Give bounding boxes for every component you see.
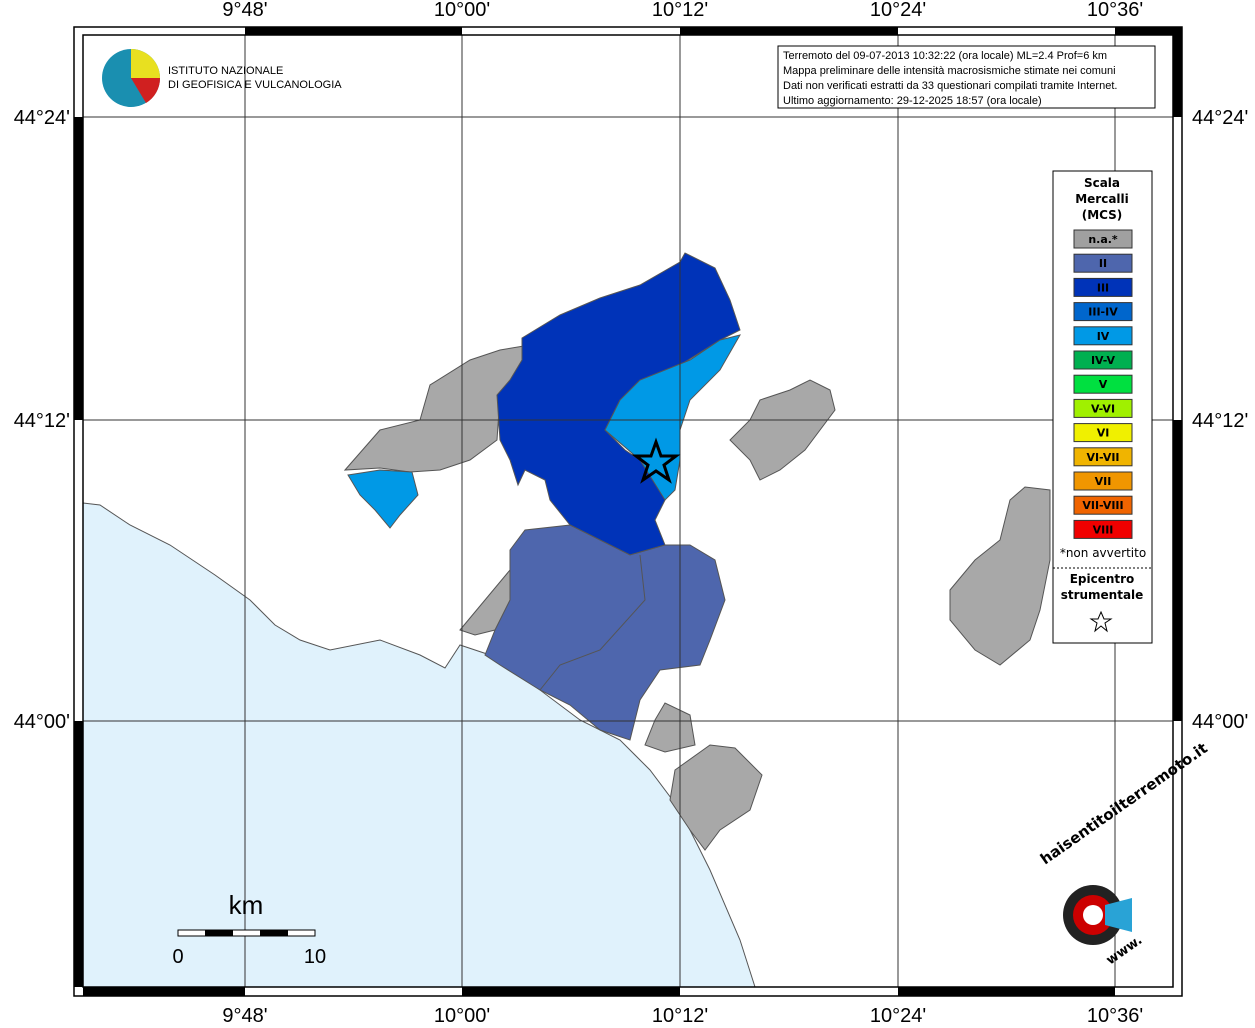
scale-rect [177, 929, 316, 937]
legend-epicenter: Epicentro [1070, 572, 1135, 586]
lon-label: 10°00' [434, 1005, 490, 1024]
frame-segment [245, 27, 462, 35]
legend-swatch [1073, 253, 1133, 273]
region [644, 702, 696, 753]
frame-segment [462, 987, 680, 996]
brand-circle [1083, 905, 1103, 925]
legend-swatch [1073, 423, 1133, 443]
lon-label: 10°36' [1087, 1005, 1143, 1024]
legend-label: IV [1097, 330, 1110, 343]
lat-label: 44°24' [14, 107, 70, 129]
info-line: Dati non verificati estratti da 33 quest… [783, 80, 1117, 92]
legend-label: VI [1097, 427, 1110, 440]
legend-label: III-IV [1088, 306, 1118, 319]
axis-labels: 9°48' 10°00' 10°12' 10°24' 10°36' 9°48' … [14, 0, 1249, 1027]
lon-label: 9°48' [222, 0, 267, 21]
sea [82, 502, 756, 988]
epicenter-star [631, 437, 681, 484]
logo-globe [131, 78, 161, 103]
lon-label: 10°24' [870, 1005, 926, 1024]
scale-label: 10 [304, 946, 326, 968]
region [729, 379, 836, 481]
legend: Scala Mercalli (MCS) *non avvertito Epic… [1052, 170, 1153, 644]
lon-label: 10°12' [652, 0, 708, 21]
frame-segment [680, 27, 898, 35]
legend-swatch [1073, 519, 1133, 539]
region [347, 469, 419, 529]
lon-label: 10°00' [434, 0, 490, 21]
frame-segment [1115, 27, 1182, 35]
lat-label: 44°12' [1192, 410, 1248, 432]
info-line: Mappa preliminare delle intensità macros… [783, 65, 1116, 77]
scale-rect [260, 930, 288, 936]
region [949, 486, 1051, 666]
legend-epicenter: strumentale [1061, 588, 1144, 602]
ingv-logo: ISTITUTO NAZIONALE DI GEOFISICA E VULCAN… [102, 49, 342, 107]
legend-label: V [1099, 378, 1108, 391]
lat-label: 44°24' [1192, 107, 1248, 129]
frame-segment [1173, 35, 1182, 117]
grid [83, 35, 1173, 987]
legend-swatch [1073, 374, 1133, 394]
logo-globe [131, 49, 160, 78]
info-line: Ultimo aggiornamento: 29-12-2025 18:57 (… [783, 95, 1042, 107]
frame-segment [74, 117, 83, 420]
legend-label: V-VI [1091, 402, 1115, 415]
legend-label: III [1097, 281, 1109, 294]
frame-segment [74, 721, 83, 987]
frame-segment [83, 987, 245, 996]
info-line: Terremoto del 09-07-2013 10:32:22 (ora l… [783, 50, 1107, 62]
legend-note: *non avvertito [1060, 546, 1146, 560]
scale-label: 0 [172, 946, 183, 968]
lon-label: 10°24' [870, 0, 926, 21]
institute-name: ISTITUTO NAZIONALE [168, 65, 283, 77]
info-frame [777, 45, 1156, 109]
scale-bar: km 0 10 [172, 890, 326, 968]
legend-swatch [1073, 495, 1133, 515]
legend-swatch [1073, 398, 1133, 418]
frame-segment [898, 987, 1115, 996]
info-box: Terremoto del 09-07-2013 10:32:22 (ora l… [777, 45, 1156, 109]
legend-label: n.a.* [1088, 233, 1118, 246]
legend-swatch [1073, 471, 1133, 491]
legend-label: VII [1095, 475, 1112, 488]
frame [73, 26, 1183, 997]
brand-speaker [1105, 898, 1132, 932]
legend-label: VIII [1093, 523, 1114, 536]
legend-swatch [1073, 326, 1133, 346]
legend-swatch [1073, 302, 1133, 322]
scale-rect [205, 930, 233, 936]
legend-swatch [1073, 350, 1133, 370]
lat-label: 44°00' [14, 711, 70, 733]
legend-swatch [1073, 277, 1133, 297]
region [484, 524, 726, 741]
lon-label: 10°12' [652, 1005, 708, 1024]
lon-label: 10°36' [1087, 0, 1143, 21]
legend-title: Mercalli [1075, 192, 1129, 206]
frame-segment [1173, 420, 1182, 721]
legend-label: II [1099, 257, 1107, 270]
scale-unit: km [229, 890, 264, 920]
legend-star [1089, 610, 1113, 633]
legend-swatch [1073, 447, 1133, 467]
lat-label: 44°00' [1192, 711, 1248, 733]
lat-label: 44°12' [14, 410, 70, 432]
legend-label: IV-V [1091, 354, 1116, 367]
legend-label: VII-VIII [1082, 499, 1123, 512]
legend-title: (MCS) [1082, 208, 1123, 222]
lon-label: 9°48' [222, 1005, 267, 1024]
legend-label: VI-VII [1086, 451, 1119, 464]
legend-title: Scala [1084, 176, 1120, 190]
institute-name: DI GEOFISICA E VULCANOLOGIA [168, 79, 342, 91]
legend-swatch [1073, 229, 1133, 249]
